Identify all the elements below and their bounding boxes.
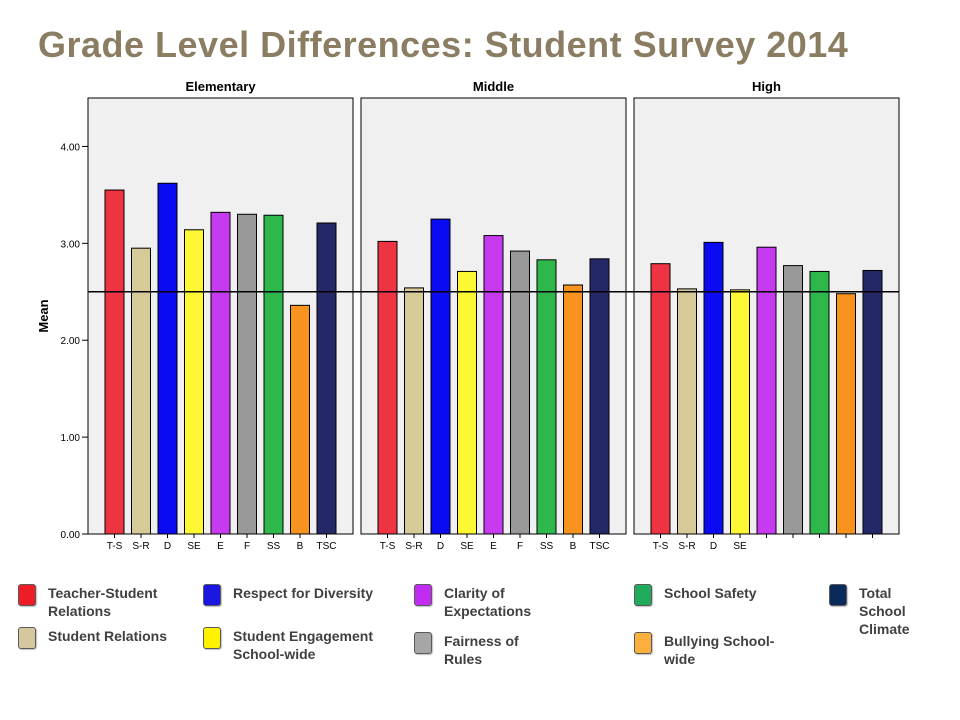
x-tick-label: T-S bbox=[380, 541, 396, 552]
bar-high-1 bbox=[677, 288, 697, 535]
bar-high-5 bbox=[783, 265, 803, 535]
x-tick-label: SS bbox=[267, 541, 281, 552]
y-tick-label: 3.00 bbox=[61, 239, 81, 250]
bar-high-0 bbox=[650, 263, 671, 535]
y-tick-label: 2.00 bbox=[61, 336, 81, 347]
y-axis: 0.00 1.00 2.00 3.00 4.00 Mean bbox=[36, 142, 88, 541]
bar-elementary-7 bbox=[290, 304, 310, 535]
legend-item-respect-for-diversity: Respect for Diversity bbox=[203, 584, 403, 606]
bar-elementary-6 bbox=[263, 214, 284, 535]
bar-high-2 bbox=[703, 241, 724, 535]
y-axis-label: Mean bbox=[36, 299, 51, 332]
bar-middle-6 bbox=[536, 259, 557, 535]
panel-header: High bbox=[752, 79, 781, 94]
bar-elementary-4 bbox=[210, 211, 231, 535]
x-tick-label: T-S bbox=[107, 541, 123, 552]
y-tick-label: 4.00 bbox=[61, 142, 81, 153]
legend-swatch bbox=[18, 584, 36, 606]
bar-high-3 bbox=[730, 289, 750, 535]
x-tick-label: D bbox=[164, 541, 171, 552]
bars-layer: T-S S-R D SE E F SS B TSC T-S S-R D SE E F SS B TSC T-S S-R… bbox=[104, 182, 883, 552]
x-tick-label: F bbox=[517, 541, 523, 552]
legend-item-bullying-school-wide: Bullying School-wide bbox=[634, 632, 794, 668]
panel-header: Elementary bbox=[185, 79, 256, 94]
x-tick-label: TSC bbox=[590, 541, 610, 552]
bar-high-4 bbox=[756, 246, 777, 535]
panel-header: Middle bbox=[473, 79, 514, 94]
x-tick-label: B bbox=[570, 541, 577, 552]
legend-item-clarity-of-expectations: Clarity of Expectations bbox=[414, 584, 554, 620]
bar-elementary-2 bbox=[157, 182, 178, 535]
x-tick-label: T-S bbox=[653, 541, 669, 552]
legend-swatch bbox=[203, 627, 221, 649]
bar-middle-5 bbox=[510, 250, 530, 535]
bar-middle-2 bbox=[430, 218, 451, 535]
x-tick-label: SE bbox=[460, 541, 474, 552]
legend-label: Teacher-Student Relations bbox=[48, 585, 158, 619]
legend-swatch bbox=[414, 632, 432, 654]
legend-label: Clarity of Expectations bbox=[444, 585, 532, 619]
bar-middle-7 bbox=[563, 284, 583, 535]
bar-high-8 bbox=[862, 269, 883, 535]
x-tick-label: D bbox=[437, 541, 444, 552]
legend-swatch bbox=[829, 584, 847, 606]
bar-middle-8 bbox=[589, 258, 610, 535]
x-tick-label: S-R bbox=[678, 541, 695, 552]
bar-middle-1 bbox=[404, 287, 424, 535]
legend-label: Bullying School-wide bbox=[664, 633, 775, 667]
bar-high-6 bbox=[809, 270, 830, 535]
x-tick-label: S-R bbox=[405, 541, 422, 552]
legend-label: School Safety bbox=[664, 585, 757, 601]
y-tick-label: 0.00 bbox=[61, 530, 81, 541]
legend-swatch bbox=[203, 584, 221, 606]
bar-high-7 bbox=[836, 293, 856, 535]
legend-swatch bbox=[634, 632, 652, 654]
x-tick-label: F bbox=[244, 541, 250, 552]
legend-label: Respect for Diversity bbox=[233, 585, 374, 601]
x-tick-label: SE bbox=[733, 541, 747, 552]
x-tick-label: E bbox=[217, 541, 224, 552]
x-tick-label: B bbox=[297, 541, 304, 552]
legend-label: Student Engagement School-wide bbox=[233, 628, 374, 662]
legend-swatch bbox=[18, 627, 36, 649]
x-tick-label: E bbox=[490, 541, 497, 552]
legend-label: Student Relations bbox=[48, 628, 168, 644]
slide-title: Grade Level Differences: Student Survey … bbox=[38, 24, 849, 65]
bar-elementary-5 bbox=[237, 213, 257, 535]
legend-item-total-school-climate: Total School Climate bbox=[829, 584, 919, 638]
legend-item-fairness-of-rules: Fairness of Rules bbox=[414, 632, 554, 668]
legend-item-teacher-student-relations: Teacher-Student Relations bbox=[18, 584, 198, 620]
x-tick-label: SS bbox=[540, 541, 554, 552]
legend-label: Total School Climate bbox=[859, 585, 910, 637]
legend-swatch bbox=[634, 584, 652, 606]
legend-item-school-safety: School Safety bbox=[634, 584, 794, 606]
x-tick-label: SE bbox=[187, 541, 201, 552]
legend-item-student-relations: Student Relations bbox=[18, 627, 198, 649]
x-tick-label: D bbox=[710, 541, 717, 552]
bar-elementary-8 bbox=[316, 222, 337, 535]
legend-label: Fairness of Rules bbox=[444, 633, 519, 667]
x-tick-label: S-R bbox=[132, 541, 149, 552]
legend-swatch bbox=[414, 584, 432, 606]
bar-middle-3 bbox=[457, 270, 477, 535]
bar-middle-4 bbox=[483, 235, 504, 535]
bar-elementary-0 bbox=[104, 189, 125, 535]
bar-middle-0 bbox=[377, 240, 398, 535]
bar-elementary-3 bbox=[184, 229, 204, 535]
legend-item-student-engagement: Student Engagement School-wide bbox=[203, 627, 403, 663]
y-tick-label: 1.00 bbox=[61, 433, 81, 444]
x-tick-label: TSC bbox=[317, 541, 337, 552]
